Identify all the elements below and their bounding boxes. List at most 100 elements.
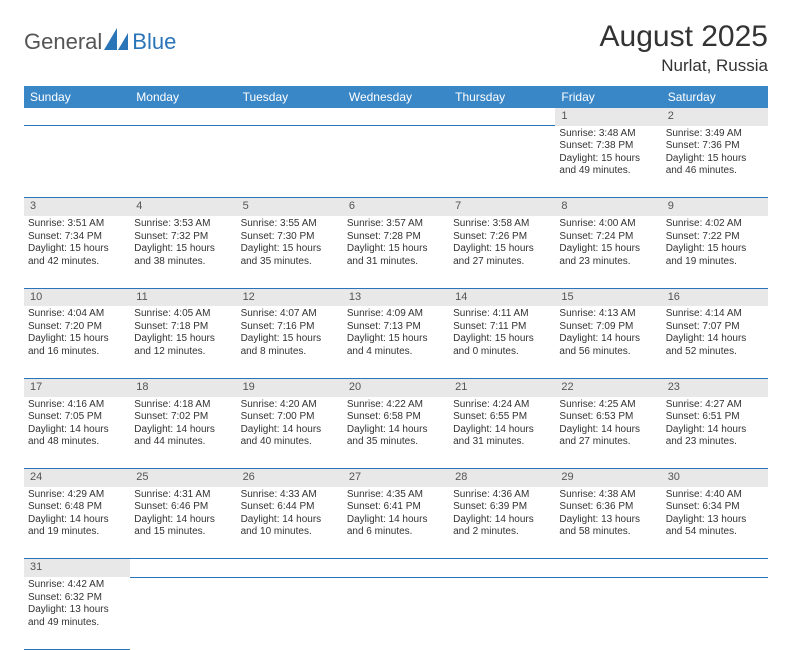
- day-cell: Sunrise: 4:33 AMSunset: 6:44 PMDaylight:…: [237, 487, 343, 559]
- day-number: 13: [343, 288, 449, 306]
- day-cell: [237, 577, 343, 649]
- day-cell: Sunrise: 4:29 AMSunset: 6:48 PMDaylight:…: [24, 487, 130, 559]
- day-number: [449, 559, 555, 577]
- day-number: [449, 108, 555, 126]
- day-cell: Sunrise: 4:04 AMSunset: 7:20 PMDaylight:…: [24, 306, 130, 378]
- data-row: Sunrise: 4:29 AMSunset: 6:48 PMDaylight:…: [24, 487, 768, 559]
- day-number: 25: [130, 469, 236, 487]
- day-cell: [555, 577, 661, 649]
- day-cell: Sunrise: 4:40 AMSunset: 6:34 PMDaylight:…: [662, 487, 768, 559]
- day-cell: [130, 577, 236, 649]
- day-number: [130, 108, 236, 126]
- daynum-row: 12: [24, 108, 768, 126]
- day-cell: Sunrise: 3:49 AMSunset: 7:36 PMDaylight:…: [662, 126, 768, 198]
- day-cell: [662, 577, 768, 649]
- day-number: 10: [24, 288, 130, 306]
- daynum-row: 10111213141516: [24, 288, 768, 306]
- daynum-row: 24252627282930: [24, 469, 768, 487]
- day-cell: [343, 577, 449, 649]
- day-number: 14: [449, 288, 555, 306]
- day-number: 26: [237, 469, 343, 487]
- weekday-header: Thursday: [449, 86, 555, 108]
- title-block: August 2025 Nurlat, Russia: [600, 20, 768, 76]
- day-number: 24: [24, 469, 130, 487]
- day-number: [555, 559, 661, 577]
- day-number: 23: [662, 378, 768, 396]
- day-number: 18: [130, 378, 236, 396]
- day-cell: Sunrise: 3:53 AMSunset: 7:32 PMDaylight:…: [130, 216, 236, 288]
- day-number: [237, 559, 343, 577]
- day-number: 17: [24, 378, 130, 396]
- day-number: [662, 559, 768, 577]
- day-cell: Sunrise: 4:22 AMSunset: 6:58 PMDaylight:…: [343, 397, 449, 469]
- day-number: 1: [555, 108, 661, 126]
- day-number: 22: [555, 378, 661, 396]
- day-number: 15: [555, 288, 661, 306]
- day-number: 16: [662, 288, 768, 306]
- day-cell: [24, 126, 130, 198]
- data-row: Sunrise: 4:16 AMSunset: 7:05 PMDaylight:…: [24, 397, 768, 469]
- day-cell: Sunrise: 4:42 AMSunset: 6:32 PMDaylight:…: [24, 577, 130, 649]
- day-cell: Sunrise: 4:35 AMSunset: 6:41 PMDaylight:…: [343, 487, 449, 559]
- day-cell: Sunrise: 4:11 AMSunset: 7:11 PMDaylight:…: [449, 306, 555, 378]
- day-cell: Sunrise: 3:48 AMSunset: 7:38 PMDaylight:…: [555, 126, 661, 198]
- day-cell: Sunrise: 4:09 AMSunset: 7:13 PMDaylight:…: [343, 306, 449, 378]
- day-number: 11: [130, 288, 236, 306]
- day-number: 21: [449, 378, 555, 396]
- day-cell: Sunrise: 4:27 AMSunset: 6:51 PMDaylight:…: [662, 397, 768, 469]
- day-number: 19: [237, 378, 343, 396]
- location: Nurlat, Russia: [600, 56, 768, 76]
- day-number: [343, 108, 449, 126]
- day-cell: Sunrise: 3:58 AMSunset: 7:26 PMDaylight:…: [449, 216, 555, 288]
- day-number: 27: [343, 469, 449, 487]
- day-number: 12: [237, 288, 343, 306]
- weekday-header: Friday: [555, 86, 661, 108]
- day-cell: Sunrise: 4:16 AMSunset: 7:05 PMDaylight:…: [24, 397, 130, 469]
- header: General Blue August 2025 Nurlat, Russia: [24, 20, 768, 76]
- day-cell: Sunrise: 4:13 AMSunset: 7:09 PMDaylight:…: [555, 306, 661, 378]
- weekday-header-row: SundayMondayTuesdayWednesdayThursdayFrid…: [24, 86, 768, 108]
- day-cell: [449, 577, 555, 649]
- day-cell: Sunrise: 4:14 AMSunset: 7:07 PMDaylight:…: [662, 306, 768, 378]
- day-number: [343, 559, 449, 577]
- weekday-header: Saturday: [662, 86, 768, 108]
- day-cell: Sunrise: 4:38 AMSunset: 6:36 PMDaylight:…: [555, 487, 661, 559]
- day-number: [130, 559, 236, 577]
- day-number: 2: [662, 108, 768, 126]
- logo-text-general: General: [24, 29, 102, 55]
- day-number: 20: [343, 378, 449, 396]
- day-cell: Sunrise: 3:51 AMSunset: 7:34 PMDaylight:…: [24, 216, 130, 288]
- day-cell: Sunrise: 4:07 AMSunset: 7:16 PMDaylight:…: [237, 306, 343, 378]
- day-cell: Sunrise: 4:05 AMSunset: 7:18 PMDaylight:…: [130, 306, 236, 378]
- weekday-header: Wednesday: [343, 86, 449, 108]
- data-row: Sunrise: 3:51 AMSunset: 7:34 PMDaylight:…: [24, 216, 768, 288]
- day-number: 4: [130, 198, 236, 216]
- day-number: 9: [662, 198, 768, 216]
- day-cell: [449, 126, 555, 198]
- weekday-header: Tuesday: [237, 86, 343, 108]
- page-title: August 2025: [600, 20, 768, 54]
- day-number: 8: [555, 198, 661, 216]
- day-cell: Sunrise: 3:55 AMSunset: 7:30 PMDaylight:…: [237, 216, 343, 288]
- logo-sail-icon: [104, 28, 130, 55]
- day-cell: Sunrise: 4:20 AMSunset: 7:00 PMDaylight:…: [237, 397, 343, 469]
- day-number: 5: [237, 198, 343, 216]
- weekday-header: Sunday: [24, 86, 130, 108]
- day-cell: Sunrise: 4:18 AMSunset: 7:02 PMDaylight:…: [130, 397, 236, 469]
- daynum-row: 3456789: [24, 198, 768, 216]
- day-cell: Sunrise: 4:36 AMSunset: 6:39 PMDaylight:…: [449, 487, 555, 559]
- day-number: 31: [24, 559, 130, 577]
- data-row: Sunrise: 3:48 AMSunset: 7:38 PMDaylight:…: [24, 126, 768, 198]
- daynum-row: 31: [24, 559, 768, 577]
- day-cell: [130, 126, 236, 198]
- data-row: Sunrise: 4:42 AMSunset: 6:32 PMDaylight:…: [24, 577, 768, 649]
- day-number: 29: [555, 469, 661, 487]
- day-cell: Sunrise: 3:57 AMSunset: 7:28 PMDaylight:…: [343, 216, 449, 288]
- day-cell: Sunrise: 4:31 AMSunset: 6:46 PMDaylight:…: [130, 487, 236, 559]
- day-cell: Sunrise: 4:02 AMSunset: 7:22 PMDaylight:…: [662, 216, 768, 288]
- day-number: 6: [343, 198, 449, 216]
- logo: General Blue: [24, 28, 176, 55]
- day-number: 28: [449, 469, 555, 487]
- day-number: 3: [24, 198, 130, 216]
- day-number: [237, 108, 343, 126]
